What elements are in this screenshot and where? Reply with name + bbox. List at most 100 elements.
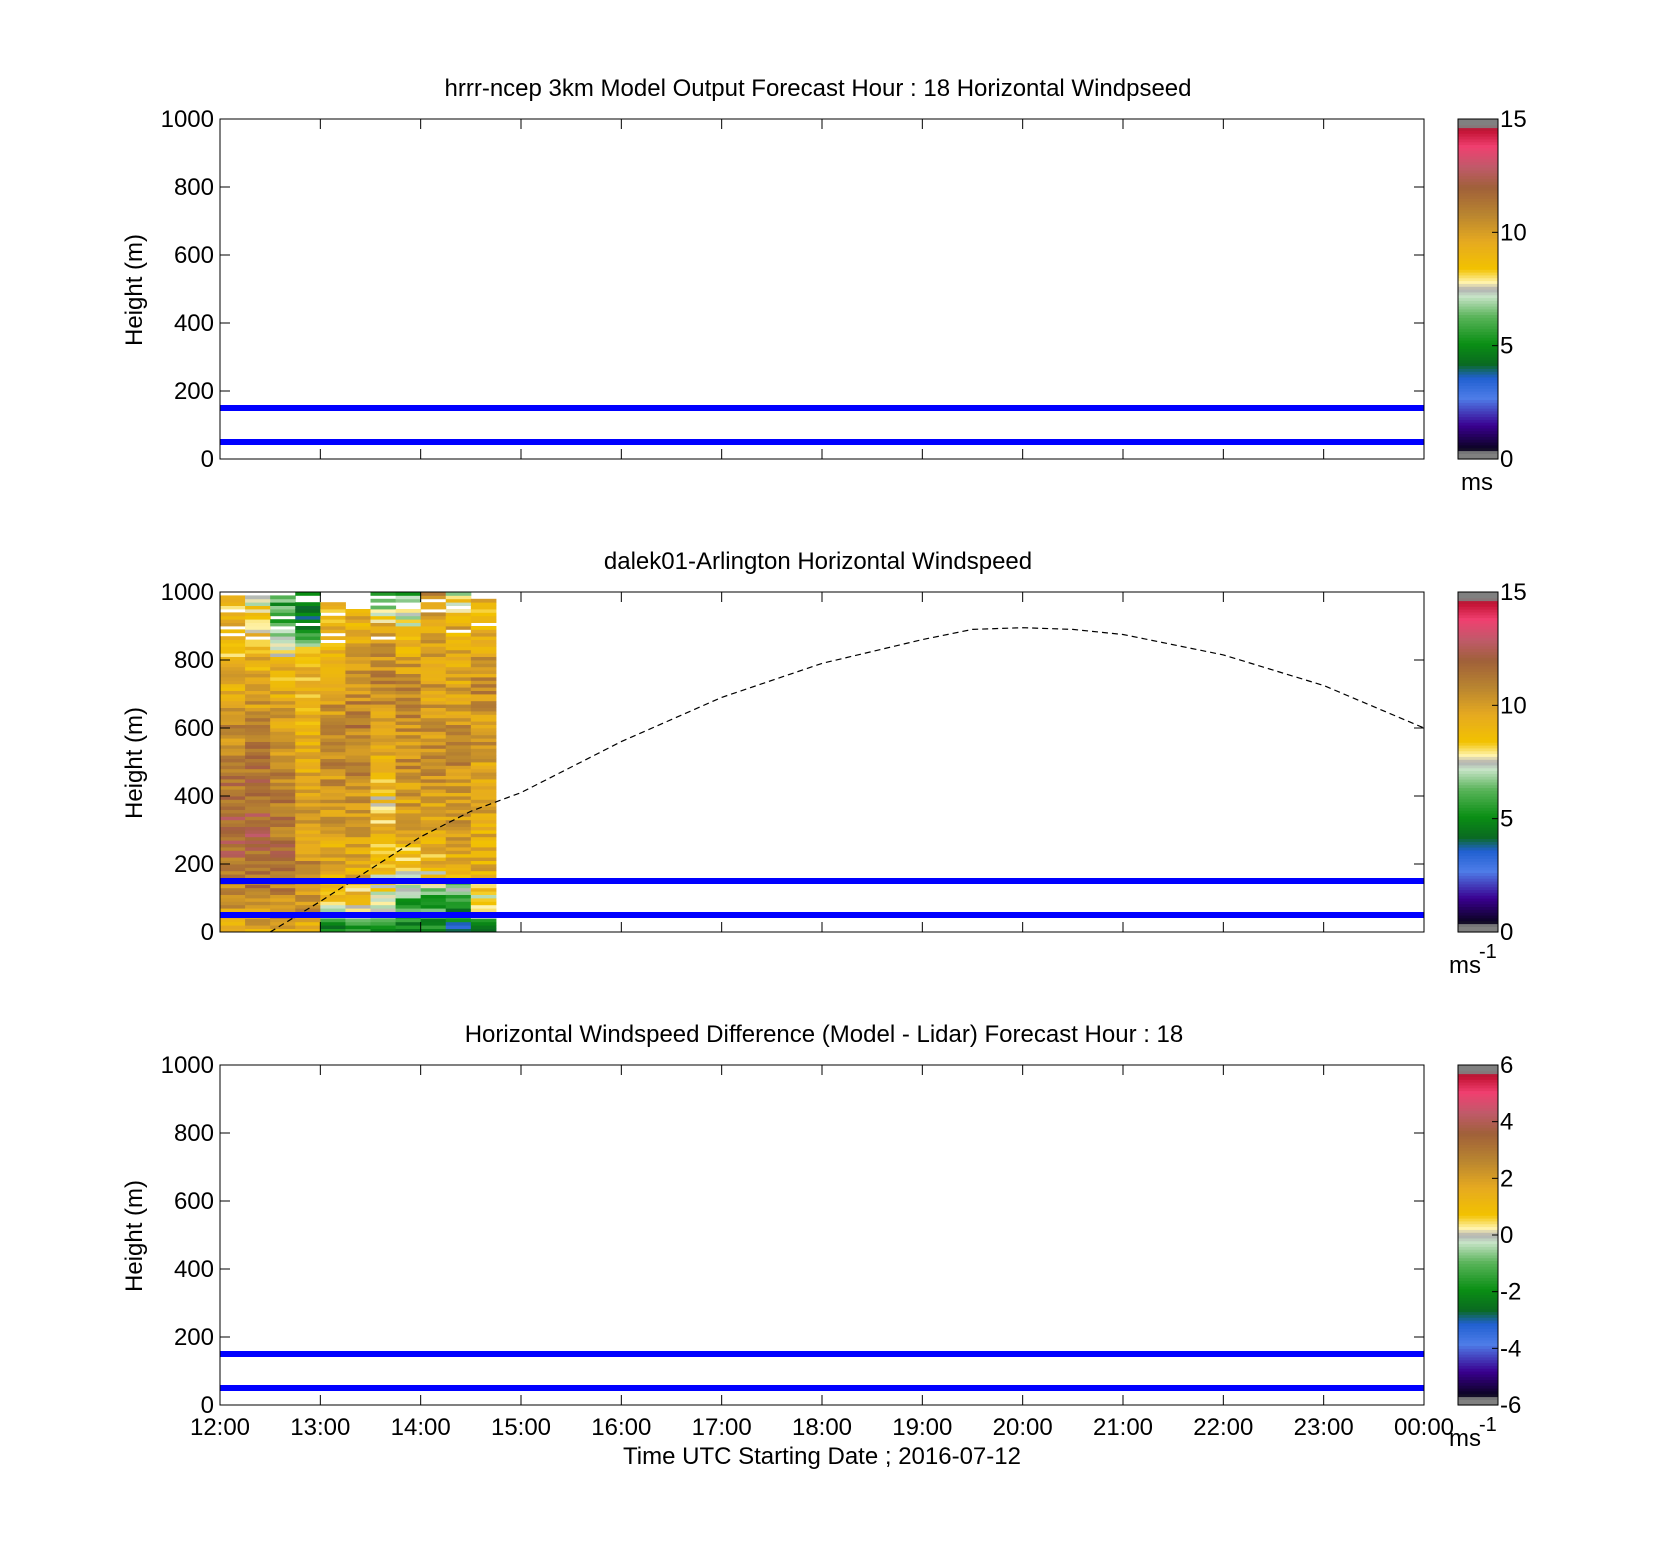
colorbar-segment	[1458, 201, 1498, 205]
heatmap-cell	[220, 898, 246, 902]
heatmap-cell	[445, 595, 472, 600]
heatmap-cell	[320, 870, 346, 875]
heatmap-cell	[270, 660, 296, 664]
colorbar-segment	[1458, 294, 1498, 299]
heatmap-cell	[320, 731, 346, 736]
heatmap-cell	[420, 836, 447, 841]
heatmap-cell	[220, 629, 246, 634]
heatmap-cell	[470, 782, 497, 787]
heatmap-cell	[345, 734, 371, 739]
colorbar-segment	[1458, 422, 1498, 426]
colorbar-segment	[1458, 1164, 1498, 1168]
x-tick-label: 19:00	[892, 1414, 952, 1441]
colorbar-segment	[1458, 742, 1498, 746]
heatmap-cell	[370, 660, 397, 664]
heatmap-cell	[445, 694, 472, 698]
panel-lidar-colorbar: 0 5 10 15	[1457, 579, 1527, 946]
colorbar-segment	[1458, 1096, 1498, 1100]
colorbar-segment	[1458, 155, 1498, 160]
colorbar-segment	[1458, 314, 1498, 318]
colorbar-tick-label: 15	[1500, 579, 1527, 606]
heatmap-cell	[295, 826, 321, 831]
heatmap-cell	[270, 748, 296, 753]
heatmap-cell	[295, 660, 321, 664]
heatmap-cell	[295, 592, 321, 596]
colorbar-segment	[1458, 272, 1498, 276]
heatmap-cell	[420, 673, 447, 678]
colorbar-segment	[1458, 685, 1498, 689]
colorbar-segment	[1458, 1274, 1498, 1279]
colorbar-segment	[1458, 1158, 1498, 1162]
heatmap-cell	[420, 643, 447, 647]
heatmap-cell	[445, 785, 472, 790]
colorbar-segment	[1458, 813, 1498, 817]
heatmap-cell	[470, 643, 497, 647]
colorbar-segment	[1458, 674, 1498, 678]
heatmap-cell	[320, 799, 346, 804]
heatmap-cell	[420, 785, 447, 790]
heatmap-cell	[445, 643, 472, 647]
heatmap-cell	[370, 731, 397, 736]
heatmap-cell	[245, 918, 271, 923]
panel-model-title: hrrr-ncep 3km Model Output Forecast Hour…	[445, 75, 1192, 102]
colorbar-segment	[1458, 606, 1498, 610]
heatmap-cell	[220, 775, 246, 780]
colorbar-segment	[1458, 1181, 1498, 1185]
heatmap-cell	[270, 741, 296, 746]
heatmap-cell	[345, 704, 371, 708]
heatmap-cell	[320, 622, 346, 627]
colorbar-segment	[1458, 1257, 1498, 1262]
heatmap-cell	[420, 677, 447, 681]
heatmap-cell	[320, 857, 346, 861]
panel-lidar: dalek01-Arlington Horizontal Windspeed H…	[121, 548, 1527, 979]
heatmap-cell	[420, 853, 447, 858]
heatmap-cell	[345, 826, 371, 831]
heatmap-cell	[270, 687, 296, 691]
heatmap-cell	[395, 653, 422, 657]
heatmap-cell	[245, 813, 271, 817]
heatmap-cell	[320, 908, 346, 912]
heatmap-cell	[470, 758, 497, 763]
heatmap-cell	[445, 887, 472, 892]
colorbar-segment	[1458, 1084, 1498, 1089]
colorbar-segment	[1458, 342, 1498, 347]
heatmap-cell	[320, 717, 346, 722]
heatmap-cell	[295, 643, 321, 647]
heatmap-cell	[470, 751, 497, 756]
colorbar-segment	[1458, 1320, 1498, 1324]
heatmap-cell	[445, 823, 472, 827]
heatmap-cell	[370, 816, 397, 821]
colorbar-segment	[1458, 257, 1498, 262]
heatmap-cell	[395, 799, 422, 804]
colorbar-segment	[1458, 456, 1498, 460]
colorbar-segment	[1458, 903, 1498, 908]
x-tick-label: 14:00	[391, 1414, 451, 1441]
heatmap-cell	[470, 687, 497, 691]
colorbar-segment	[1458, 878, 1498, 882]
heatmap-cell	[270, 598, 296, 603]
heatmap-cell	[245, 796, 271, 800]
heatmap-cell	[445, 891, 472, 895]
colorbar-segment	[1458, 334, 1498, 338]
colorbar-segment	[1458, 306, 1498, 310]
colorbar-segment	[1458, 1269, 1498, 1273]
y-tick-label: 0	[201, 1392, 214, 1419]
heatmap-cell	[420, 639, 447, 644]
heatmap-cell	[470, 908, 497, 912]
colorbar-segment	[1458, 702, 1498, 706]
heatmap-cell	[220, 683, 246, 688]
heatmap-cell	[245, 677, 271, 681]
y-tick-label: 200	[174, 378, 214, 405]
colorbar-segment	[1458, 1223, 1498, 1228]
colorbar-segment	[1458, 209, 1498, 214]
colorbar-segment	[1458, 753, 1498, 757]
heatmap-cell	[320, 768, 346, 773]
heatmap-cell	[270, 806, 296, 810]
colorbar-segment	[1458, 1356, 1498, 1361]
heatmap-cell	[445, 857, 472, 861]
colorbar-segment	[1458, 1331, 1498, 1335]
heatmap-cell	[395, 700, 422, 705]
heatmap-cell	[445, 738, 472, 742]
heatmap-cell	[445, 864, 472, 868]
colorbar-segment	[1458, 323, 1498, 327]
